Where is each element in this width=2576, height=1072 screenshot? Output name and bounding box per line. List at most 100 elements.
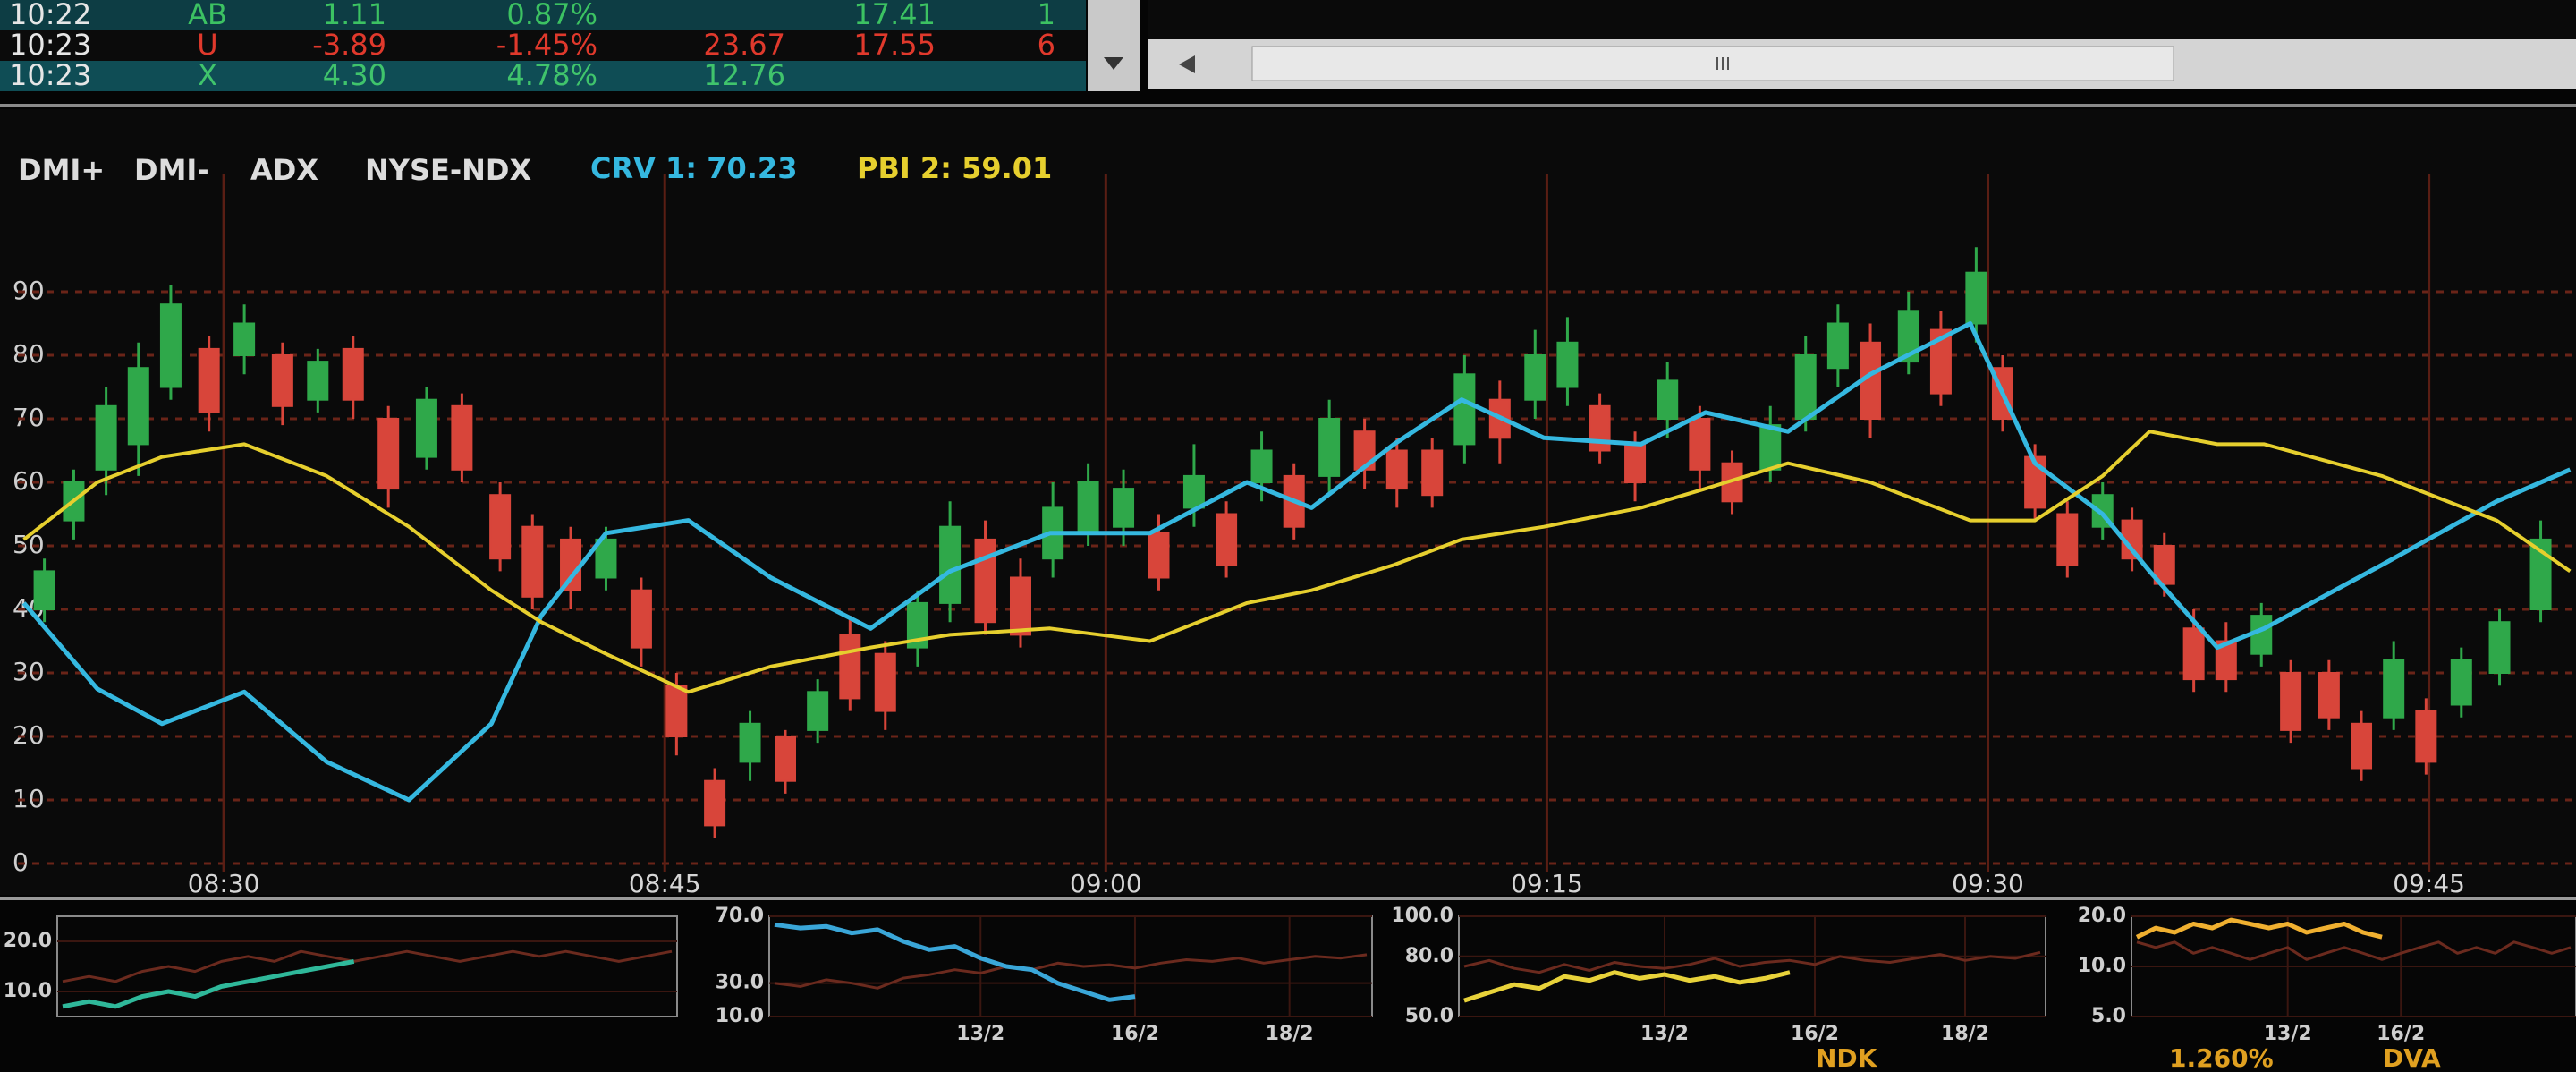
table-cell: 4.30 bbox=[323, 58, 386, 92]
mini-chart-frame bbox=[1458, 915, 2046, 1017]
y-tick-label: 70.0 bbox=[716, 905, 764, 927]
candle-body bbox=[1759, 424, 1782, 471]
x-tick-label: 18/2 bbox=[1941, 1023, 1989, 1045]
candle-body bbox=[1385, 449, 1408, 490]
x-tick-label: 16/2 bbox=[1791, 1023, 1839, 1045]
candle-body bbox=[1318, 418, 1341, 477]
candle-body bbox=[1897, 310, 1919, 363]
candle-body bbox=[595, 538, 617, 579]
legend-label: CRV 1: 70.23 bbox=[590, 151, 797, 185]
candle-body bbox=[2529, 538, 2552, 611]
candle-body bbox=[307, 361, 329, 401]
candle-body bbox=[2153, 545, 2175, 585]
indicator-line bbox=[22, 430, 2572, 694]
mini-line bbox=[1463, 950, 2041, 974]
mini-line bbox=[774, 922, 1136, 1002]
y-tick-label: 80.0 bbox=[1405, 945, 1453, 967]
candle-body bbox=[2488, 621, 2511, 675]
candle-body bbox=[1250, 449, 1273, 483]
y-tick-label: 80 bbox=[13, 339, 45, 369]
candle-body bbox=[630, 589, 652, 649]
y-tick-label: 50.0 bbox=[1405, 1005, 1453, 1027]
table-cell: 12.76 bbox=[703, 58, 785, 92]
footer-label: NDK bbox=[1816, 1043, 1878, 1072]
candle-body bbox=[939, 525, 962, 604]
candle-body bbox=[704, 779, 726, 827]
y-tick-label: 60 bbox=[13, 466, 45, 496]
table-row bbox=[0, 0, 1086, 30]
table-cell: 10:22 bbox=[9, 0, 91, 31]
x-tick-label: 09:45 bbox=[2393, 869, 2465, 898]
candle-body bbox=[1148, 532, 1170, 579]
candle-body bbox=[2383, 659, 2405, 719]
candle-body bbox=[2351, 722, 2373, 770]
candle-body bbox=[807, 691, 829, 731]
candle-body bbox=[1524, 354, 1546, 401]
table-cell: 0.87% bbox=[506, 0, 597, 31]
candle-body bbox=[95, 404, 117, 471]
x-tick-label: 18/2 bbox=[1266, 1023, 1314, 1045]
y-tick-label: 20.0 bbox=[2078, 905, 2126, 927]
top-panel bbox=[1148, 0, 2576, 39]
candle-body bbox=[1657, 379, 1679, 420]
table-cell: -3.89 bbox=[312, 28, 386, 62]
x-tick-label: 08:45 bbox=[629, 869, 701, 898]
table-cell: 17.55 bbox=[853, 28, 936, 62]
candle-body bbox=[1453, 373, 1476, 446]
candle-body bbox=[127, 367, 149, 446]
candle-body bbox=[839, 634, 861, 700]
scroll-left-arrow[interactable] bbox=[1179, 55, 1195, 73]
y-tick-label: 20 bbox=[13, 720, 45, 750]
x-tick-label: 16/2 bbox=[2377, 1023, 2425, 1045]
table-cell: 1 bbox=[1038, 0, 1055, 31]
candle-body bbox=[906, 601, 928, 649]
candle-body bbox=[271, 354, 293, 407]
x-tick-label: 13/2 bbox=[1640, 1023, 1689, 1045]
table-cell: 10:23 bbox=[9, 28, 91, 62]
candle-body bbox=[415, 398, 437, 458]
candle-body bbox=[1421, 449, 1444, 497]
scroll-down-arrow[interactable] bbox=[1104, 57, 1123, 70]
candle-body bbox=[2280, 672, 2302, 731]
table-row bbox=[0, 61, 1086, 91]
candle-body bbox=[33, 570, 55, 611]
legend-label: DMI- bbox=[134, 153, 209, 187]
candle-body bbox=[874, 652, 896, 712]
candle-body bbox=[2182, 627, 2205, 681]
legend-label: NYSE-NDX bbox=[365, 153, 531, 187]
candle-body bbox=[233, 322, 256, 356]
y-tick-label: 30 bbox=[13, 657, 45, 686]
candle-body bbox=[739, 722, 761, 763]
candle-body bbox=[1009, 576, 1031, 636]
table-cell: X bbox=[198, 58, 217, 92]
candle-body bbox=[451, 404, 473, 471]
candle-body bbox=[665, 685, 688, 738]
y-tick-label: 100.0 bbox=[1391, 905, 1453, 927]
candle-body bbox=[1929, 328, 1952, 395]
x-tick-label: 08:30 bbox=[188, 869, 260, 898]
mini-line bbox=[2136, 940, 2572, 961]
candle-body bbox=[1077, 481, 1099, 534]
y-tick-label: 20.0 bbox=[4, 930, 52, 952]
x-tick-label: 13/2 bbox=[2264, 1023, 2312, 1045]
mini-chart-frame bbox=[56, 915, 678, 1017]
x-tick-label: 09:00 bbox=[1070, 869, 1142, 898]
candle-body bbox=[1556, 341, 1579, 388]
legend-label: ADX bbox=[250, 153, 318, 187]
candle-body bbox=[2318, 672, 2340, 719]
footer-label: 1.260% bbox=[2169, 1043, 2274, 1072]
x-tick-label: 13/2 bbox=[956, 1023, 1004, 1045]
candle-body bbox=[2450, 659, 2472, 706]
table-cell: 1.11 bbox=[323, 0, 386, 31]
vertical-scrollbar[interactable] bbox=[1088, 0, 1140, 91]
table-cell: 6 bbox=[1038, 28, 1055, 62]
mini-line bbox=[774, 953, 1368, 990]
legend-label: PBI 2: 59.01 bbox=[857, 151, 1052, 185]
scroll-thumb[interactable] bbox=[1251, 46, 2174, 81]
mini-line bbox=[62, 958, 355, 1009]
candle-body bbox=[1216, 513, 1238, 566]
table-cell: 17.41 bbox=[853, 0, 936, 31]
